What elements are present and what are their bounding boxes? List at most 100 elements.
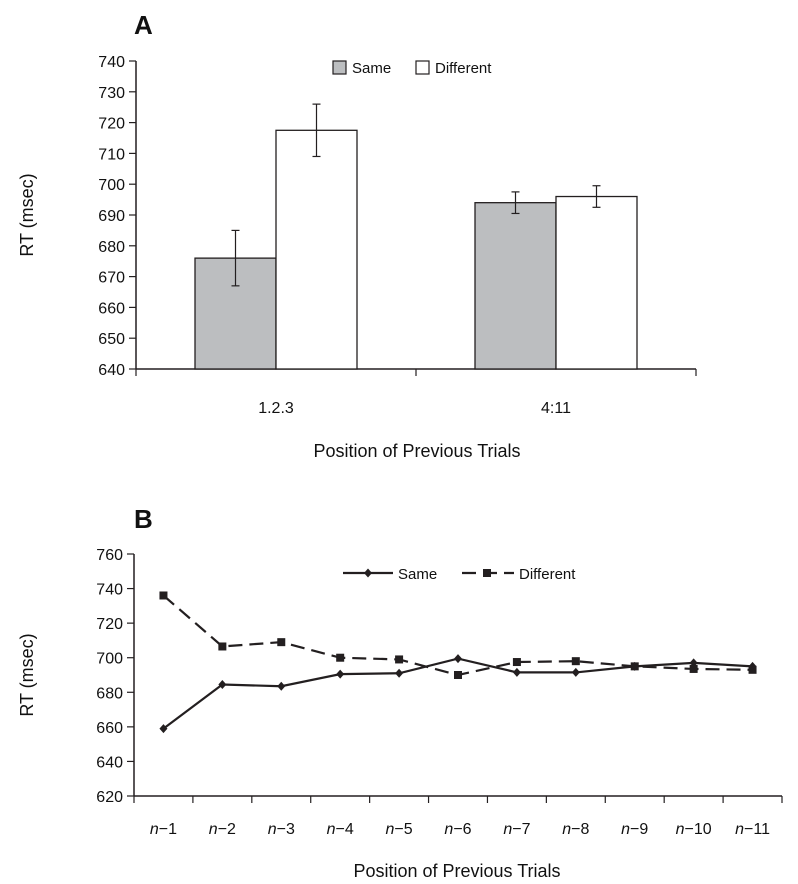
x-tick-label: n−6 [444, 821, 471, 838]
y-tick-label: 660 [98, 300, 125, 317]
y-tick-label: 700 [96, 651, 123, 668]
x-tick-label: 4:11 [541, 400, 571, 417]
x-tick-label: n−8 [562, 821, 589, 838]
y-tick-label: 670 [98, 270, 125, 287]
point-marker-diamond [395, 668, 404, 678]
x-tick-label: n−7 [503, 821, 530, 838]
x-tick-label: n−3 [268, 821, 295, 838]
bar [275, 129, 358, 370]
x-tick-label: n−5 [386, 821, 413, 838]
legend-swatch-same [332, 60, 347, 75]
point-marker-square [454, 671, 462, 679]
point-marker-square [512, 658, 521, 667]
point-marker-square [630, 662, 639, 671]
legend: Same Different [343, 566, 576, 583]
x-tick-label-op: − [394, 821, 403, 838]
panel-a-chart: 640 650 660 670 680 690 700 710 720 730 740 1.2.3 4:… [17, 54, 697, 461]
x-tick-label-op: − [685, 821, 694, 838]
x-tick-label: n−9 [621, 821, 648, 838]
x-tick-label: n−1 [150, 821, 177, 838]
legend-marker-same [364, 568, 372, 578]
y-tick-label: 710 [98, 146, 125, 163]
x-tick-label: n−4 [327, 821, 354, 838]
x-tick-label: n−2 [209, 821, 236, 838]
x-tick-label-k: 4 [345, 821, 354, 838]
y-tick-label: 640 [98, 362, 125, 379]
x-axis-title: Position of Previous Trials [313, 441, 520, 461]
x-tick-label-n: n [444, 821, 453, 838]
y-tick-label: 730 [98, 85, 125, 102]
x-tick-label: 1.2.3 [258, 400, 294, 417]
legend-label-different: Different [519, 566, 576, 583]
panel-a-letter: A [134, 10, 153, 40]
x-tick-label-op: − [453, 821, 462, 838]
y-tick-label: 720 [98, 116, 125, 133]
x-tick-label-k: 11 [753, 821, 770, 838]
point-marker-square [336, 653, 345, 662]
x-tick-label-op: − [630, 821, 639, 838]
x-tick-label-n: n [562, 821, 571, 838]
y-tick-label: 700 [98, 177, 125, 194]
legend-label-same: Same [398, 566, 437, 583]
point-marker-square [748, 665, 757, 674]
x-tick-label-k: 7 [522, 821, 531, 838]
legend-marker-different [483, 569, 491, 577]
x-tick-label-n: n [327, 821, 336, 838]
point-marker-diamond [512, 667, 521, 677]
x-tick-label-k: 2 [227, 821, 236, 838]
y-tick-label: 640 [96, 754, 123, 771]
x-tick-label: n−11 [735, 821, 770, 838]
legend: Same Different [332, 60, 492, 77]
bar [555, 195, 638, 370]
legend-label-different: Different [435, 60, 492, 77]
y-tick-label: 690 [98, 208, 125, 225]
point-marker-square [571, 657, 580, 666]
x-tick-label-k: 10 [694, 821, 712, 838]
y-tick-label: 680 [98, 239, 125, 256]
x-tick-label-n: n [735, 821, 744, 838]
y-tick-label: 740 [98, 54, 125, 71]
y-tick-label: 680 [96, 685, 123, 702]
panel-b-letter: B [134, 504, 153, 534]
y-tick-label: 740 [96, 582, 123, 599]
x-tick-label-op: − [336, 821, 345, 838]
y-axis-title: RT (msec) [17, 633, 37, 716]
x-tick-label-k: 6 [463, 821, 472, 838]
legend-label-same: Same [352, 60, 391, 77]
y-tick-label: 620 [96, 789, 123, 806]
point-marker-diamond [571, 667, 580, 677]
bar [474, 202, 557, 370]
point-marker-diamond [454, 654, 462, 664]
x-tick-label-op: − [277, 821, 286, 838]
y-tick-label: 660 [96, 720, 123, 737]
point-marker-diamond [218, 680, 227, 690]
series-line-same [162, 657, 753, 730]
point-marker-square [689, 664, 698, 673]
x-tick-label-k: 3 [286, 821, 295, 838]
x-tick-label-op: − [571, 821, 580, 838]
x-tick-label-k: 1 [168, 821, 177, 838]
x-tick-label-n: n [209, 821, 218, 838]
x-tick-label-op: − [744, 821, 753, 838]
point-marker-diamond [336, 669, 345, 679]
y-tick-label: 650 [98, 331, 125, 348]
x-tick-label-n: n [676, 821, 685, 838]
x-tick-label-n: n [386, 821, 395, 838]
x-tick-label-k: 5 [404, 821, 413, 838]
point-marker-square [277, 638, 286, 647]
x-tick-label-op: − [218, 821, 227, 838]
x-tick-label-k: 8 [580, 821, 589, 838]
y-tick-label: 720 [96, 616, 123, 633]
x-tick-label-n: n [150, 821, 159, 838]
point-marker-diamond [159, 724, 168, 734]
x-tick-label-n: n [268, 821, 277, 838]
y-tick-label: 760 [96, 547, 123, 564]
point-marker-square [395, 655, 404, 664]
x-tick-label: n−10 [676, 821, 712, 838]
x-tick-label-op: − [159, 821, 168, 838]
x-axis-title: Position of Previous Trials [353, 861, 560, 881]
x-tick-label-n: n [503, 821, 512, 838]
bar [194, 257, 277, 370]
